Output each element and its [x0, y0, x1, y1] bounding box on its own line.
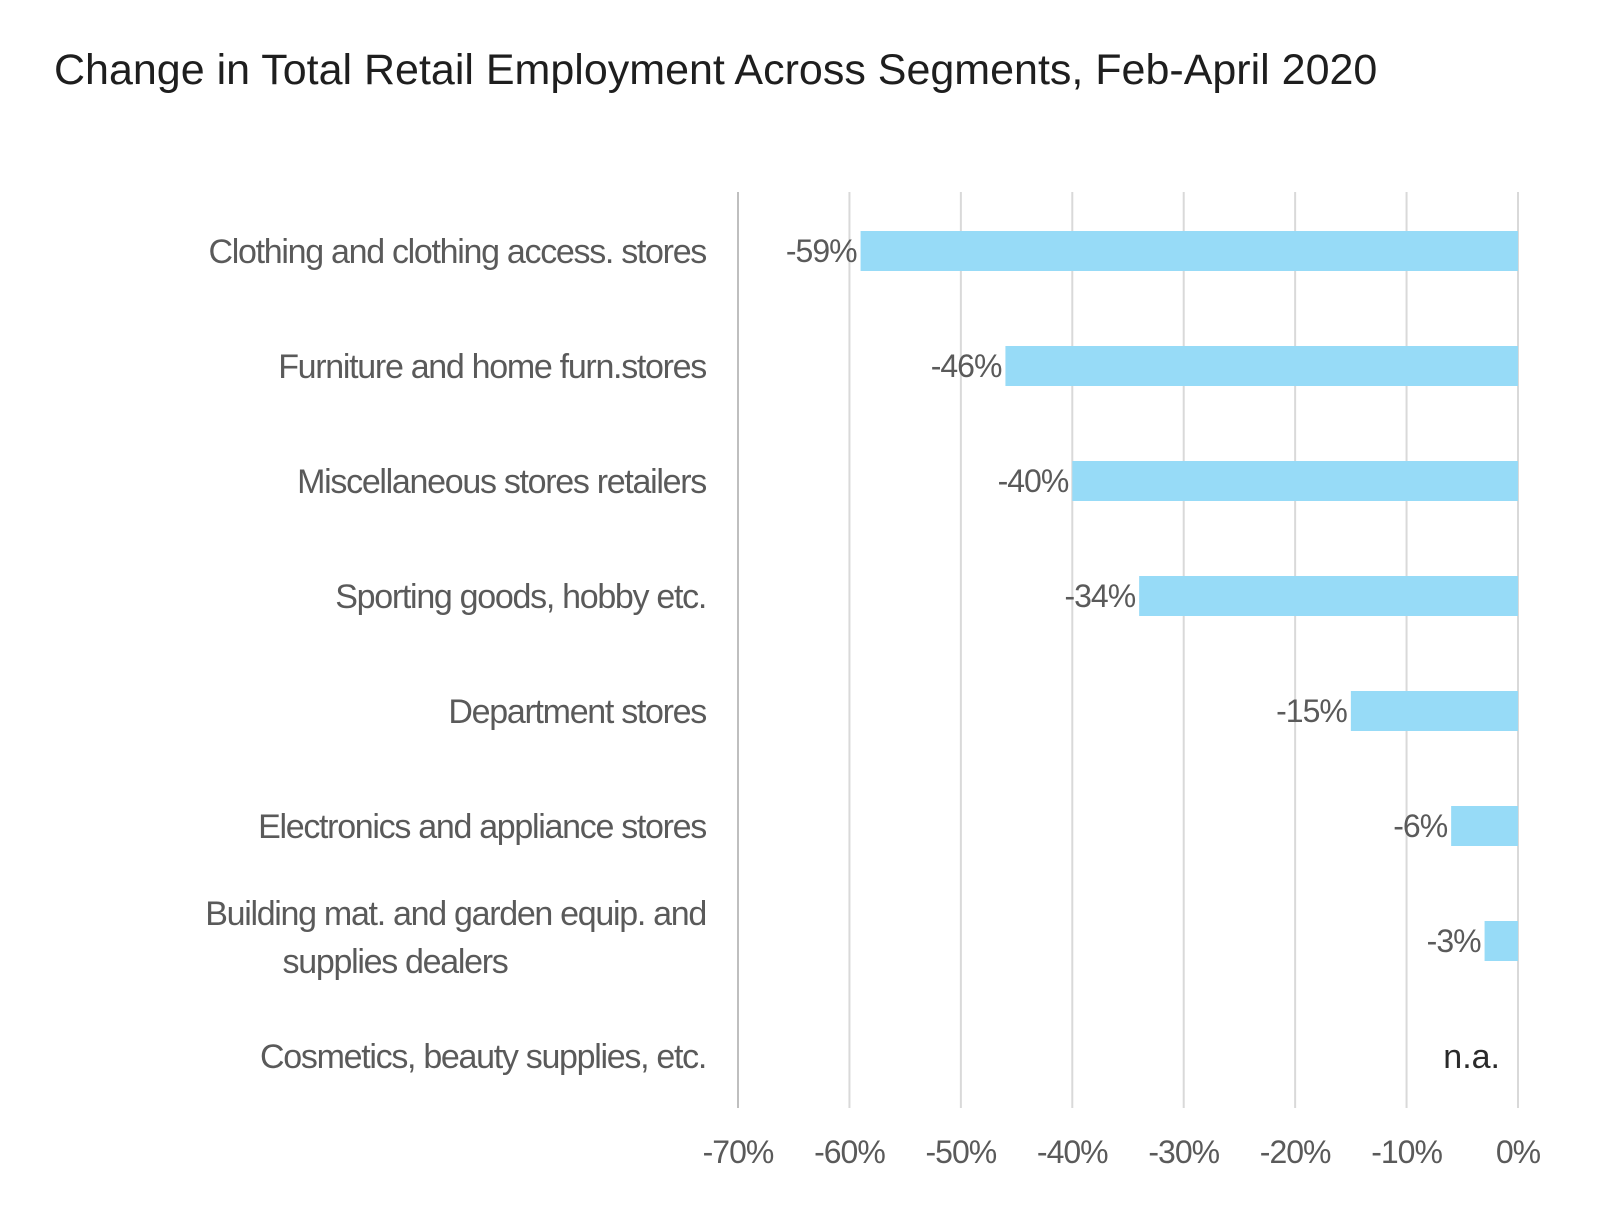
data-label: -3% — [1427, 923, 1481, 959]
x-tick-label: -50% — [926, 1134, 997, 1170]
category-label: Cosmetics, beauty supplies, etc. — [260, 1038, 706, 1076]
bar — [1451, 806, 1518, 846]
x-tick-label: -10% — [1371, 1134, 1442, 1170]
x-tick-label: -30% — [1148, 1134, 1219, 1170]
data-label: -59% — [786, 233, 857, 269]
category-label: Furniture and home furn.stores — [278, 348, 706, 386]
category-label: Department stores — [448, 693, 706, 731]
x-tick-label: -20% — [1260, 1134, 1331, 1170]
x-tick-label: 0% — [1496, 1134, 1541, 1170]
bar — [860, 231, 1518, 271]
bar — [1350, 691, 1518, 731]
category-label: Miscellaneous stores retailers — [297, 463, 706, 501]
data-label: -46% — [931, 348, 1002, 384]
x-tick-label: -40% — [1037, 1134, 1108, 1170]
data-labels: -59% -46% -40% -34% -15% -6% -3% n.a. — [786, 233, 1500, 1076]
x-axis-tick-labels: -70% -60% -50% -40% -30% -20% -10% 0% — [703, 1134, 1542, 1170]
data-label: -15% — [1276, 693, 1347, 729]
bar — [1005, 346, 1518, 386]
x-tick-label: -60% — [814, 1134, 885, 1170]
chart-title: Change in Total Retail Employment Across… — [54, 46, 1378, 94]
category-label: Clothing and clothing access. stores — [209, 233, 707, 271]
x-tick-label: -70% — [703, 1134, 774, 1170]
data-label: -6% — [1393, 808, 1447, 844]
bar — [1072, 461, 1518, 501]
category-label: Building mat. and garden equip. and — [205, 895, 706, 933]
category-label: Sporting goods, hobby etc. — [335, 578, 706, 616]
data-label: -40% — [998, 463, 1069, 499]
bars — [860, 231, 1518, 961]
gridlines — [737, 192, 1519, 1108]
bar — [1484, 921, 1518, 961]
category-label: supplies dealers — [283, 943, 508, 981]
category-label: Electronics and appliance stores — [258, 808, 706, 846]
na-label: n.a. — [1443, 1038, 1500, 1076]
data-label: -34% — [1064, 578, 1135, 614]
category-labels: Clothing and clothing access. stores Furn… — [205, 233, 707, 1076]
bar — [1139, 576, 1518, 616]
